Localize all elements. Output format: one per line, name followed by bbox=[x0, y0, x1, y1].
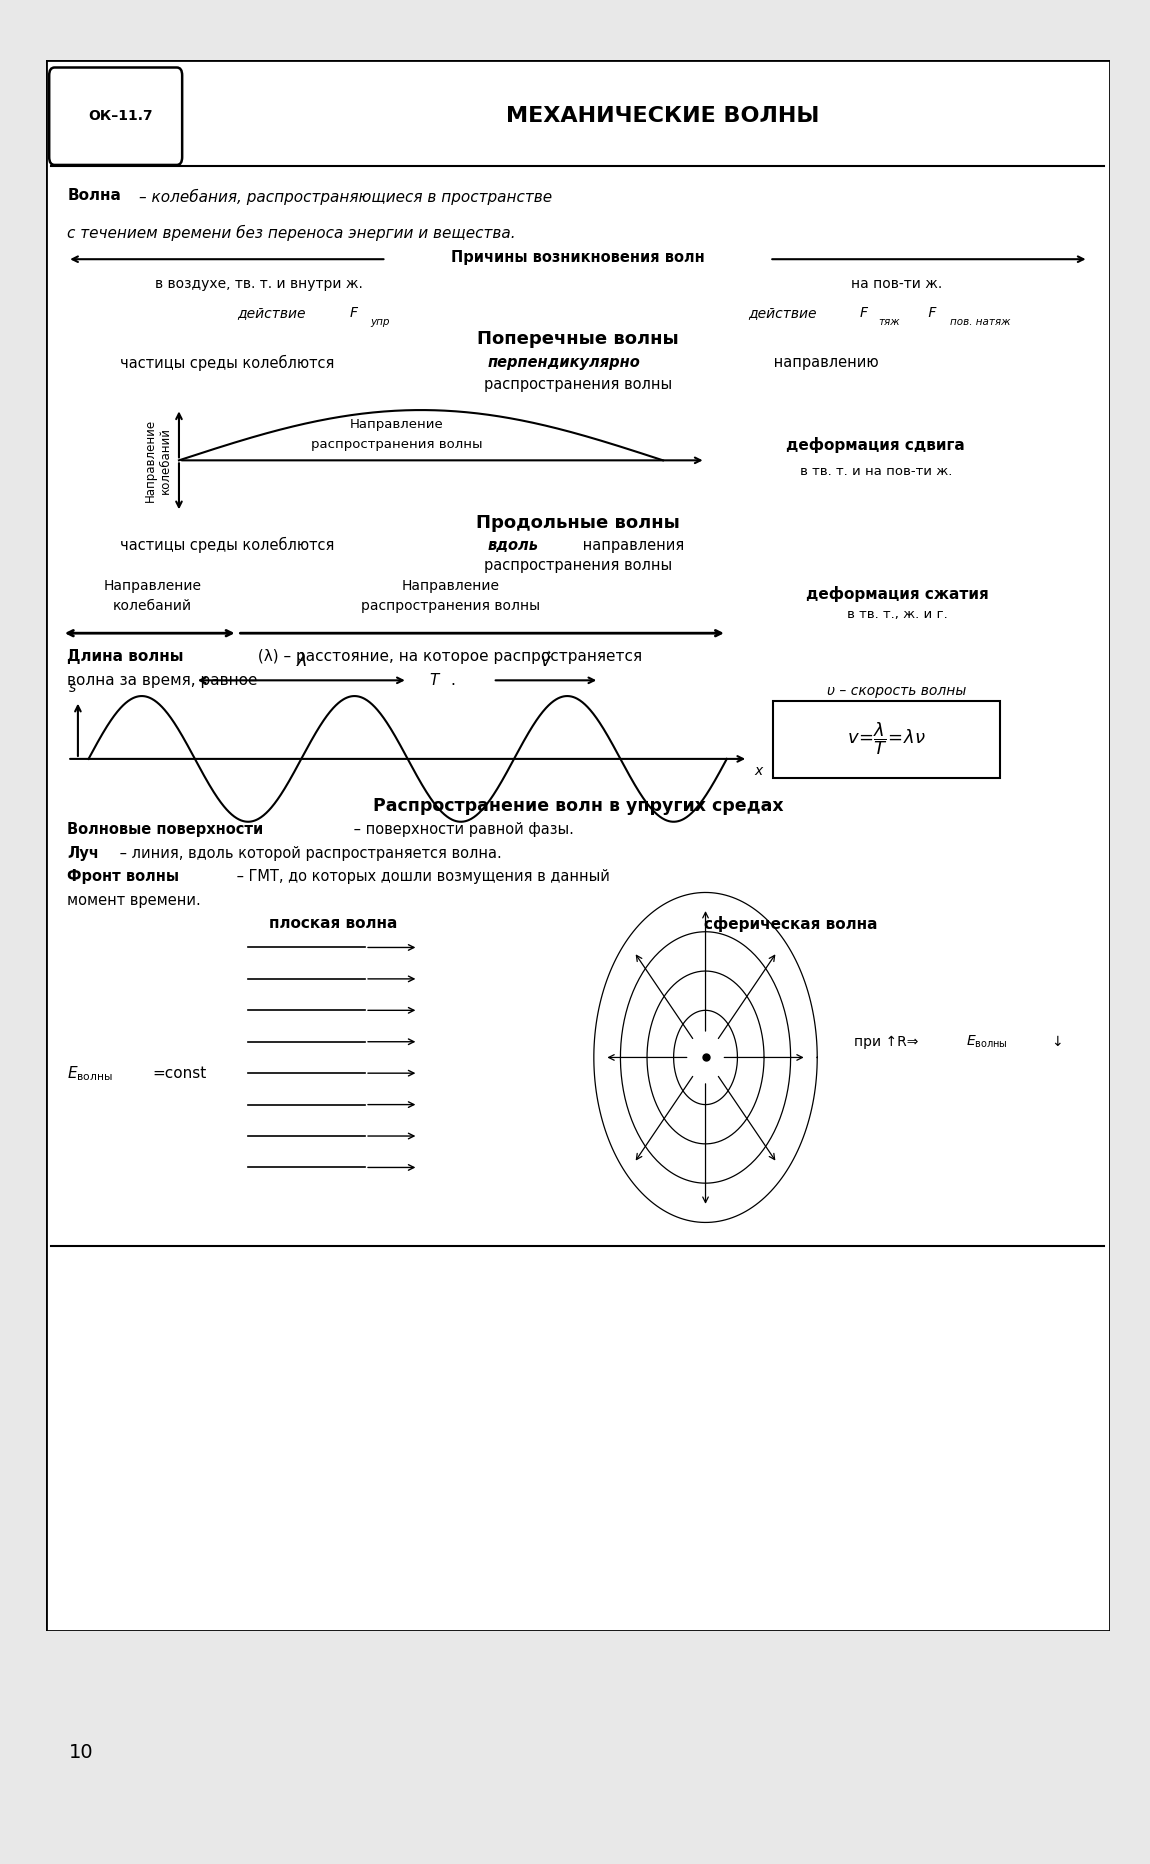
FancyBboxPatch shape bbox=[49, 67, 182, 164]
Text: действие: действие bbox=[238, 306, 310, 319]
Text: F: F bbox=[860, 306, 868, 319]
Text: Фронт волны: Фронт волны bbox=[68, 869, 179, 884]
Text: Волна: Волна bbox=[68, 188, 121, 203]
Text: s: s bbox=[69, 680, 76, 695]
Text: на пов-ти ж.: на пов-ти ж. bbox=[851, 278, 943, 291]
Text: Направление: Направление bbox=[401, 580, 499, 593]
Text: распространения волны: распространения волны bbox=[312, 438, 483, 451]
Text: (λ) – расстояние, на которое распространяется: (λ) – расстояние, на которое распростран… bbox=[253, 649, 643, 664]
Text: 10: 10 bbox=[69, 1743, 93, 1761]
Text: T: T bbox=[429, 673, 438, 688]
Text: при ↑R⇒: при ↑R⇒ bbox=[854, 1035, 919, 1049]
Text: вдоль: вдоль bbox=[488, 537, 538, 554]
FancyBboxPatch shape bbox=[46, 60, 1110, 1631]
Text: =const: =const bbox=[152, 1066, 207, 1081]
Text: Направление: Направление bbox=[104, 580, 201, 593]
Text: Продольные волны: Продольные волны bbox=[476, 514, 680, 533]
Text: деформация сжатия: деформация сжатия bbox=[806, 585, 988, 602]
Text: – ГМТ, до которых дошли возмущения в данный: – ГМТ, до которых дошли возмущения в дан… bbox=[232, 869, 610, 884]
Text: ↓: ↓ bbox=[1051, 1035, 1063, 1049]
Text: направления: направления bbox=[578, 537, 684, 554]
Text: частицы среды колеблются: частицы среды колеблются bbox=[121, 537, 339, 554]
Text: – поверхности равной фазы.: – поверхности равной фазы. bbox=[350, 822, 574, 837]
Text: Распространение волн в упругих средах: Распространение волн в упругих средах bbox=[373, 798, 783, 815]
Text: F: F bbox=[923, 306, 936, 319]
Text: в воздухе, тв. т. и внутри ж.: в воздухе, тв. т. и внутри ж. bbox=[155, 278, 362, 291]
Text: действие: действие bbox=[749, 306, 821, 319]
Text: $E_{\rm волны}$: $E_{\rm волны}$ bbox=[966, 1033, 1009, 1049]
Text: $v\!=\!\dfrac{\lambda}{T}\!=\!\lambda\nu$: $v\!=\!\dfrac{\lambda}{T}\!=\!\lambda\nu… bbox=[848, 720, 926, 757]
Text: .: . bbox=[451, 673, 455, 688]
Text: Луч: Луч bbox=[68, 846, 99, 861]
Text: деформация сдвига: деформация сдвига bbox=[787, 436, 965, 453]
Text: F: F bbox=[350, 306, 358, 319]
Text: – линия, вдоль которой распространяется волна.: – линия, вдоль которой распространяется … bbox=[115, 846, 501, 861]
Text: Поперечные волны: Поперечные волны bbox=[477, 330, 678, 349]
Text: Направление: Направление bbox=[350, 418, 444, 431]
Text: $E_{\rm волны}$: $E_{\rm волны}$ bbox=[68, 1064, 113, 1083]
Text: плоская волна: плоская волна bbox=[269, 917, 398, 932]
Text: Длина волны: Длина волны bbox=[68, 649, 184, 664]
Text: колебаний: колебаний bbox=[113, 600, 192, 613]
Text: распространения волны: распространения волны bbox=[484, 377, 672, 393]
Text: Направление
колебаний: Направление колебаний bbox=[144, 419, 171, 501]
Text: упр: упр bbox=[370, 317, 390, 326]
Text: момент времени.: момент времени. bbox=[68, 893, 201, 908]
Text: пов. натяж: пов. натяж bbox=[950, 317, 1011, 326]
Text: сферическая волна: сферическая волна bbox=[704, 915, 877, 932]
FancyBboxPatch shape bbox=[773, 701, 1000, 777]
Text: Причины возникновения волн: Причины возникновения волн bbox=[451, 250, 705, 265]
Text: в тв. т. и на пов-ти ж.: в тв. т. и на пов-ти ж. bbox=[799, 464, 952, 477]
Text: с течением времени без переноса энергии и вещества.: с течением времени без переноса энергии … bbox=[68, 226, 516, 240]
Text: частицы среды колеблются: частицы среды колеблются bbox=[121, 354, 339, 371]
Text: υ – скорость волны: υ – скорость волны bbox=[827, 684, 967, 699]
Text: $\lambda$: $\lambda$ bbox=[296, 652, 307, 671]
Text: x: x bbox=[754, 764, 762, 779]
Text: направлению: направлению bbox=[769, 356, 879, 371]
Text: в тв. т., ж. и г.: в тв. т., ж. и г. bbox=[846, 608, 948, 621]
Text: распространения волны: распространения волны bbox=[484, 557, 672, 572]
Text: тяж: тяж bbox=[877, 317, 899, 326]
Text: волна за время, равное: волна за время, равное bbox=[68, 673, 262, 688]
Text: перпендикулярно: перпендикулярно bbox=[488, 356, 641, 371]
Text: $\vec{v}$: $\vec{v}$ bbox=[540, 652, 552, 671]
Text: ОК–11.7: ОК–11.7 bbox=[89, 110, 153, 123]
Text: распространения волны: распространения волны bbox=[361, 600, 539, 613]
Text: Волновые поверхности: Волновые поверхности bbox=[68, 822, 263, 837]
Text: – колебания, распространяющиеся в пространстве: – колебания, распространяющиеся в простр… bbox=[138, 188, 552, 205]
Text: МЕХАНИЧЕСКИЕ ВОЛНЫ: МЕХАНИЧЕСКИЕ ВОЛНЫ bbox=[506, 106, 820, 127]
